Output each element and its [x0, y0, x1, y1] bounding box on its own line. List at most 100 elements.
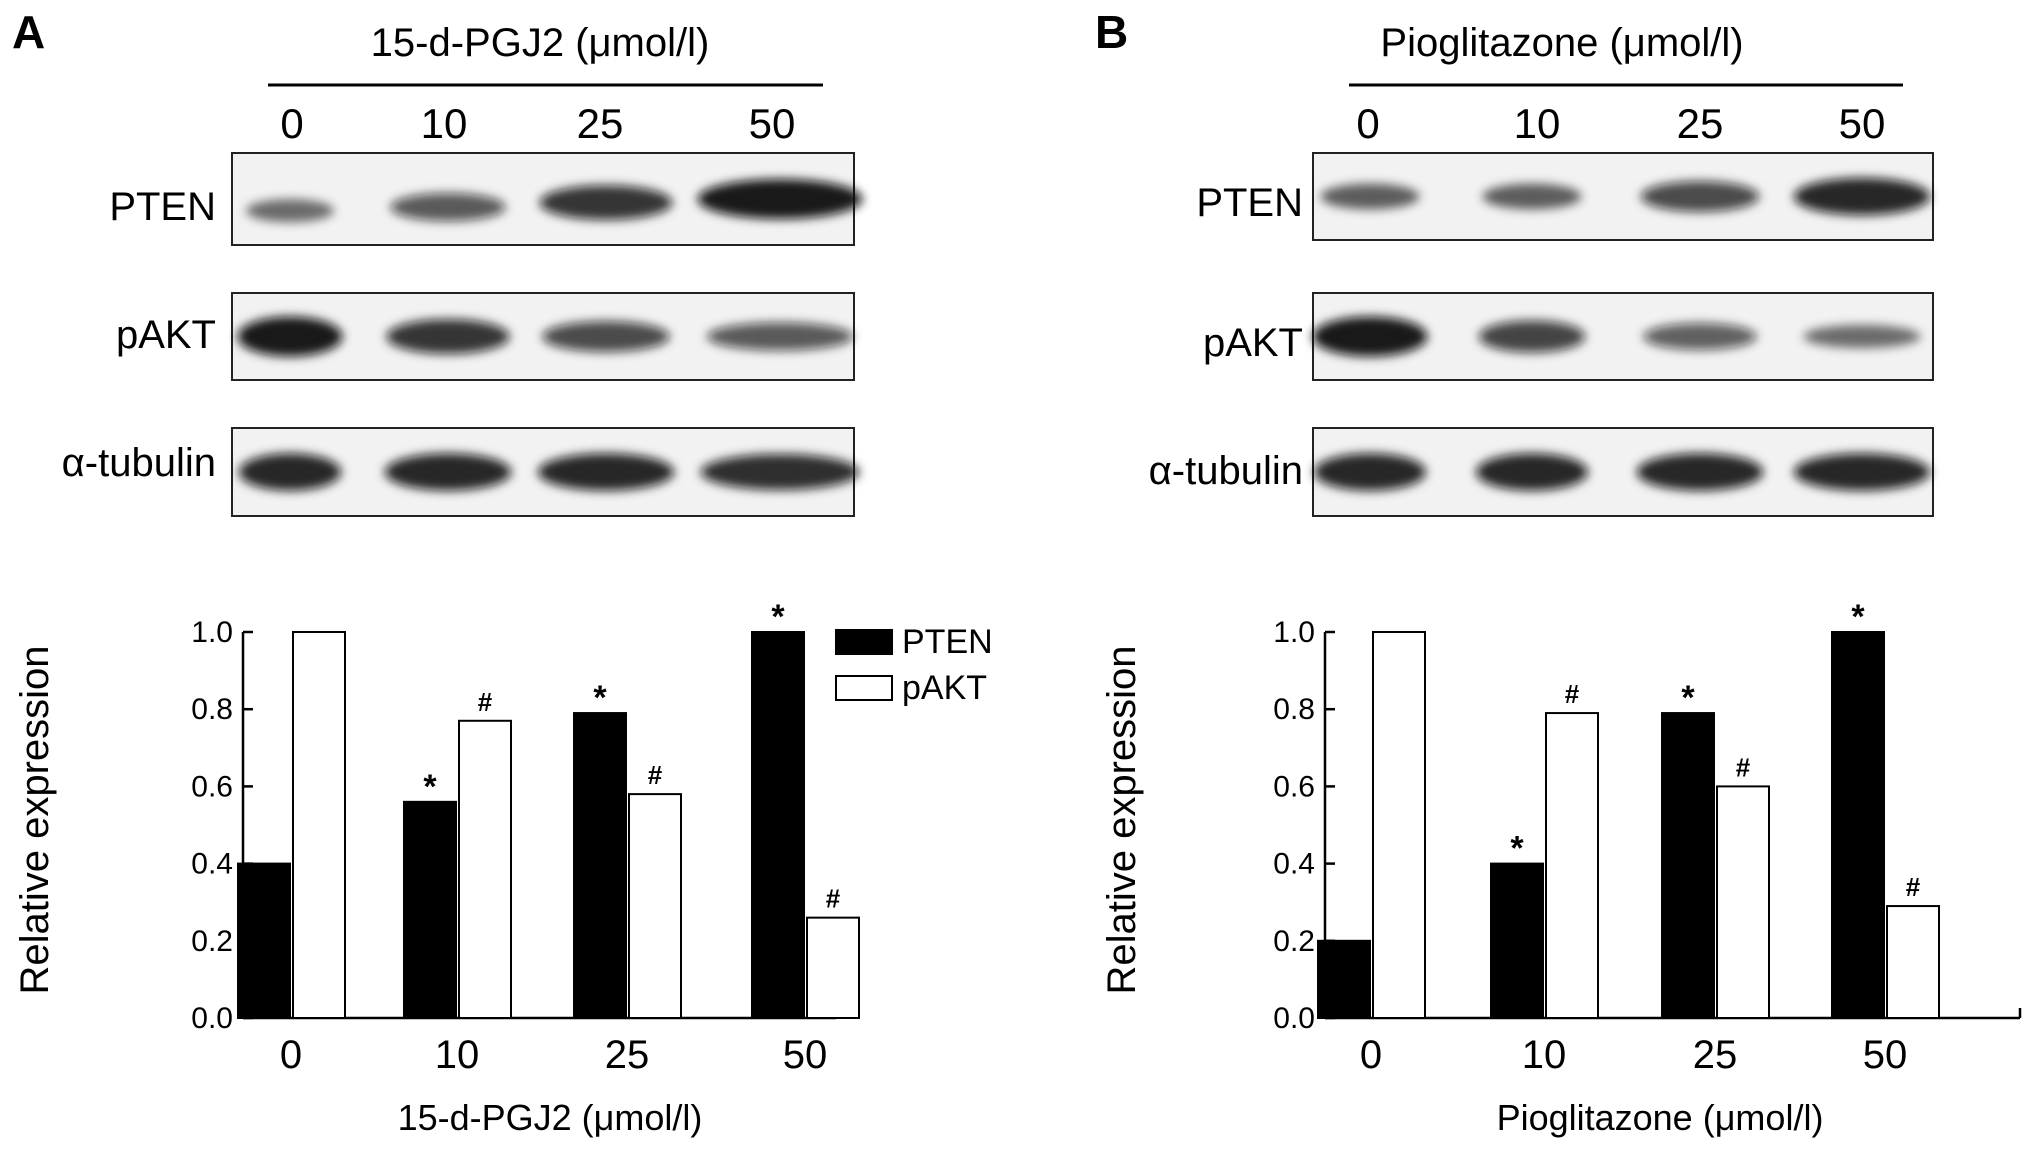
bar-pten [573, 712, 627, 1019]
protein-label: PTEN [109, 185, 216, 229]
blot-band [1482, 183, 1582, 210]
x-category-label: 50 [783, 1033, 828, 1077]
x-axis-label-b: Pioglitazone (μmol/l) [1497, 1097, 1824, 1138]
panel-a: A 15-d-PGJ2 (μmol/l) 0 10 25 50 PTEN pAK… [12, 6, 993, 1138]
significance-mark: * [771, 598, 785, 636]
blot-band [1475, 453, 1589, 491]
x-category-label: 0 [280, 1033, 302, 1077]
bar-pakt [806, 916, 860, 1020]
legend-label: pAKT [902, 669, 987, 707]
blot-band [539, 185, 673, 221]
significance-mark: # [1736, 752, 1751, 782]
protein-label: α-tubulin [1149, 449, 1303, 493]
significance-mark: # [1906, 872, 1921, 902]
lane-label: 10 [1514, 100, 1561, 147]
bar-pten [751, 631, 805, 1019]
lane-label: 50 [749, 100, 796, 147]
y-tick-label: 0.4 [1273, 848, 1315, 881]
x-category-label: 25 [1693, 1033, 1738, 1077]
bar-pakt [1886, 905, 1940, 1019]
blot-band [706, 322, 854, 351]
y-axis-label-b: Relative expression [1100, 645, 1144, 994]
blot-band [542, 321, 670, 352]
x-category-label: 25 [605, 1033, 650, 1077]
significance-mark: # [648, 760, 663, 790]
blot-band [1312, 316, 1428, 357]
x-category-label: 10 [1522, 1033, 1567, 1077]
legend-label: PTEN [902, 623, 993, 661]
significance-mark: # [826, 884, 841, 914]
significance-mark: # [1565, 679, 1580, 709]
protein-label: α-tubulin [62, 441, 216, 485]
y-tick-label: 0.4 [191, 848, 233, 881]
y-tick-label: 1.0 [191, 616, 233, 649]
y-tick-label: 0.8 [191, 693, 233, 726]
bar-chart-a: Relative expression 15-d-PGJ2 (μmol/l) 0… [13, 598, 993, 1138]
blot-band [700, 453, 860, 491]
y-tick-label: 0.2 [191, 925, 233, 958]
western-blot-a: 15-d-PGJ2 (μmol/l) 0 10 25 50 PTEN pAKT … [62, 21, 863, 517]
bar-pakt [292, 631, 346, 1019]
bar-pakt [1545, 712, 1599, 1019]
blot-band [1478, 320, 1586, 353]
bar-pten [403, 800, 457, 1020]
bar-pten [237, 862, 291, 1019]
protein-label: PTEN [1196, 181, 1303, 225]
blot-band [1313, 453, 1427, 491]
bar-pten [1490, 862, 1544, 1019]
significance-mark: # [478, 687, 493, 717]
bar-pten [1831, 631, 1885, 1019]
blot-band [1636, 453, 1764, 491]
lane-label: 25 [577, 100, 624, 147]
blot-band [537, 453, 675, 491]
significance-mark: * [423, 768, 437, 806]
panel-label-b: B [1095, 6, 1128, 58]
y-tick-label: 0.0 [191, 1002, 233, 1035]
blot-band [1793, 177, 1931, 216]
panel-label-a: A [12, 6, 45, 58]
bar-pakt [1716, 785, 1770, 1020]
significance-mark: * [593, 679, 607, 717]
blot-band [697, 179, 863, 219]
blot-band [246, 199, 334, 223]
significance-mark: * [1851, 598, 1865, 636]
western-blot-b: Pioglitazone (μmol/l) 0 10 25 50 PTEN pA… [1149, 21, 1934, 517]
bar-pten [1661, 712, 1715, 1019]
legend-swatch [835, 675, 893, 701]
bar-pakt [628, 793, 682, 1019]
bar-pakt [1372, 631, 1426, 1019]
legend-swatch [835, 629, 893, 655]
blot-treatment-label-b: Pioglitazone (μmol/l) [1380, 21, 1743, 65]
bar-pten [1317, 939, 1371, 1019]
protein-label: pAKT [116, 313, 216, 357]
panel-b: B Pioglitazone (μmol/l) 0 10 25 50 PTEN … [1095, 6, 2022, 1138]
y-tick-label: 0.0 [1273, 1002, 1315, 1035]
lane-label: 0 [1356, 100, 1379, 147]
blot-band [386, 319, 510, 354]
blot-band [1803, 324, 1921, 349]
lane-label: 0 [280, 100, 303, 147]
protein-label: pAKT [1203, 321, 1303, 365]
x-category-label: 50 [1863, 1033, 1908, 1077]
blot-band [384, 453, 512, 491]
blot-treatment-label-a: 15-d-PGJ2 (μmol/l) [371, 21, 710, 65]
y-tick-label: 0.2 [1273, 925, 1315, 958]
lane-label: 50 [1839, 100, 1886, 147]
blot-band [238, 453, 342, 491]
y-tick-label: 0.8 [1273, 693, 1315, 726]
y-tick-label: 1.0 [1273, 616, 1315, 649]
significance-mark: * [1681, 679, 1695, 717]
y-axis-label-a: Relative expression [13, 645, 57, 994]
significance-mark: * [1510, 830, 1524, 868]
x-axis-label-a: 15-d-PGJ2 (μmol/l) [398, 1097, 703, 1138]
bar-pakt [458, 719, 512, 1020]
y-tick-label: 0.6 [1273, 770, 1315, 803]
x-category-label: 10 [435, 1033, 480, 1077]
lane-label: 10 [421, 100, 468, 147]
blot-band [1320, 183, 1420, 210]
bar-chart-b: Relative expression Pioglitazone (μmol/l… [1100, 598, 2022, 1138]
lane-label: 25 [1677, 100, 1724, 147]
y-tick-label: 0.6 [191, 770, 233, 803]
blot-band [1643, 323, 1757, 350]
